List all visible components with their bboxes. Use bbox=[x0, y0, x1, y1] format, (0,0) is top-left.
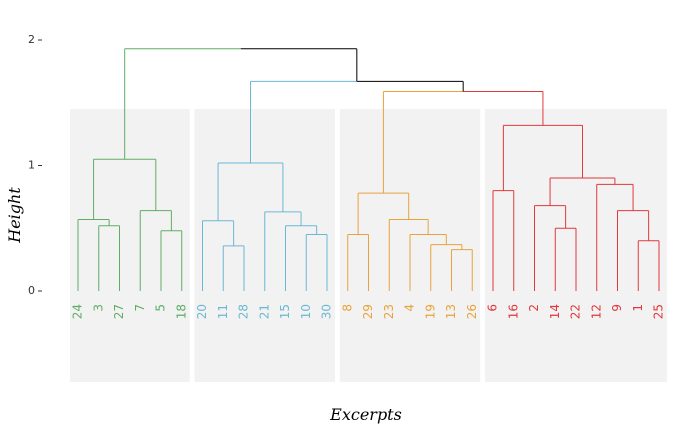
leaf-label-30: 30 bbox=[320, 304, 334, 319]
leaf-label-3: 3 bbox=[91, 304, 105, 312]
leaf-label-29: 29 bbox=[361, 304, 375, 319]
leaf-label-13: 13 bbox=[444, 304, 458, 319]
leaf-label-23: 23 bbox=[382, 304, 396, 319]
y-tick-label-0: 0 bbox=[28, 284, 35, 297]
leaf-label-4: 4 bbox=[403, 304, 417, 312]
leaf-label-10: 10 bbox=[299, 304, 313, 319]
x-axis-title: Excerpts bbox=[329, 405, 402, 424]
y-axis-title: Height bbox=[5, 187, 24, 244]
leaf-label-14: 14 bbox=[548, 304, 562, 319]
cluster-box-1 bbox=[70, 109, 190, 383]
leaf-label-6: 6 bbox=[486, 304, 500, 312]
leaf-label-11: 11 bbox=[216, 304, 230, 319]
dendrogram-branches bbox=[77, 48, 660, 291]
leaf-label-12: 12 bbox=[589, 304, 603, 319]
leaf-label-19: 19 bbox=[423, 304, 437, 319]
leaf-label-22: 22 bbox=[569, 304, 583, 319]
y-axis: 0 1 2 bbox=[28, 33, 42, 297]
leaf-label-24: 24 bbox=[71, 304, 85, 319]
leaf-label-9: 9 bbox=[610, 304, 624, 312]
leaf-label-20: 20 bbox=[195, 304, 209, 319]
leaf-label-1: 1 bbox=[631, 304, 645, 312]
leaf-label-21: 21 bbox=[257, 304, 271, 319]
y-tick-label-1: 1 bbox=[28, 159, 35, 172]
leaf-label-26: 26 bbox=[465, 304, 479, 319]
y-tick-label-2: 2 bbox=[28, 33, 35, 46]
leaf-label-27: 27 bbox=[112, 304, 126, 319]
leaf-label-16: 16 bbox=[506, 304, 520, 319]
leaf-label-5: 5 bbox=[154, 304, 168, 312]
leaf-label-2: 2 bbox=[527, 304, 541, 312]
leaf-label-18: 18 bbox=[174, 304, 188, 319]
leaf-label-8: 8 bbox=[340, 304, 354, 312]
leaf-labels: 24 3 27 7 5 18 20 11 28 21 15 10 30 8 29 23 4 19 13 26 6 16 2 1… bbox=[71, 304, 666, 319]
leaf-label-25: 25 bbox=[652, 304, 666, 319]
leaf-label-28: 28 bbox=[237, 304, 251, 319]
leaf-label-15: 15 bbox=[278, 304, 292, 319]
leaf-label-7: 7 bbox=[133, 304, 147, 312]
